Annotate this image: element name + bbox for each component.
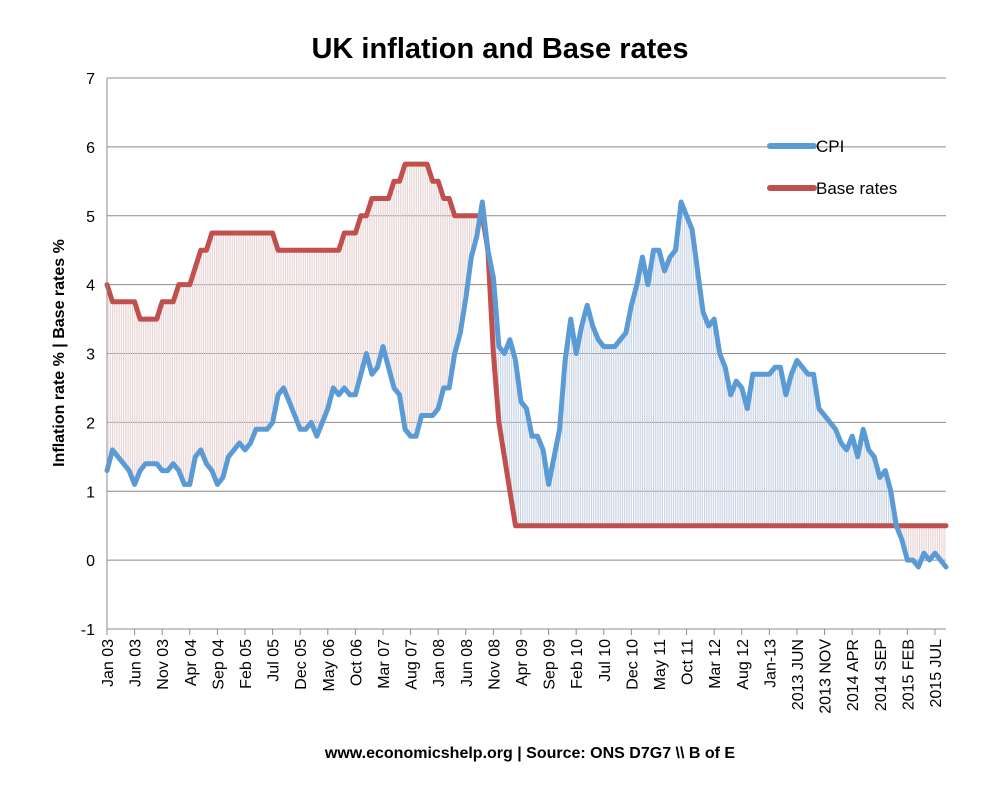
x-tick-label: Aug 07: [404, 639, 421, 690]
y-tick-label: 4: [86, 278, 95, 295]
x-tick-label: 2013 NOV: [818, 639, 835, 714]
x-tick-label: Jan-13: [762, 639, 779, 688]
chart-title: UK inflation and Base rates: [311, 33, 688, 65]
x-tick-label: Apr 09: [514, 639, 531, 686]
x-tick-label: 2013 JUN: [790, 639, 807, 710]
legend-label: CPI: [816, 137, 844, 156]
legend: CPI Base rates: [767, 137, 897, 198]
x-tick-label: Nov 08: [486, 639, 503, 690]
x-tick-label: Oct 06: [348, 639, 365, 686]
x-tick-label: Mar 07: [376, 639, 393, 689]
legend-label: Base rates: [816, 179, 897, 198]
x-tick-label: May 06: [321, 639, 338, 692]
y-tick-label: 1: [86, 484, 95, 501]
x-tick-label: Dec 05: [293, 639, 310, 690]
series-layer: [104, 161, 949, 570]
x-tick-label: Jun 03: [128, 639, 145, 687]
y-tick-label: 3: [86, 347, 95, 364]
y-tick-label: 5: [86, 209, 95, 226]
x-tick-labels: Jan 03 Jun 03 Nov 03 Apr 04 Sep 04 Feb 05 Jul …: [100, 639, 945, 714]
y-axis-label: Inflation rate % | Base rates %: [51, 239, 68, 467]
series-line-base-rates: [104, 161, 949, 529]
x-tick-label: 2014 SEP: [873, 639, 890, 711]
y-tick-label: 6: [86, 140, 95, 157]
x-tick-label: Jul 10: [597, 639, 614, 682]
x-tick-label: 2015 FEB: [900, 639, 917, 710]
x-tick-label: 2014 APR: [845, 639, 862, 711]
y-tick-label: 0: [86, 553, 95, 570]
x-tick-label: Dec 10: [624, 639, 641, 690]
x-tick-label: May 11: [652, 639, 669, 690]
y-tick-label: 2: [86, 415, 95, 432]
chart-footer: www.economicshelp.org | Source: ONS D7G7…: [324, 745, 736, 762]
x-tick-label: Sep 04: [210, 639, 227, 690]
x-tick-label: Jun 08: [459, 639, 476, 687]
x-tick-label: Apr 04: [183, 639, 200, 686]
y-tick-label: -1: [81, 622, 95, 639]
x-tick-label: Mar 12: [707, 639, 724, 689]
axis-layer: [106, 78, 946, 635]
y-tick-labels: -1 0 1 2 3 4 5 6 7: [81, 71, 95, 639]
x-tick-label: Feb 05: [238, 639, 255, 689]
x-tick-label: Sep 09: [542, 639, 559, 690]
x-tick-label: Jan 08: [431, 639, 448, 687]
x-tick-label: Oct 11: [680, 639, 697, 685]
x-tick-label: Jul 05: [266, 639, 283, 682]
x-tick-label: Feb 10: [569, 639, 586, 689]
x-tick-label: Jan 03: [100, 639, 117, 687]
x-tick-label: Aug 12: [735, 639, 752, 690]
y-tick-label: 7: [86, 71, 95, 88]
x-tick-label: Nov 03: [155, 639, 172, 690]
series-line-cpi: [104, 199, 949, 570]
x-tick-label: 2015 JUL: [928, 639, 945, 708]
